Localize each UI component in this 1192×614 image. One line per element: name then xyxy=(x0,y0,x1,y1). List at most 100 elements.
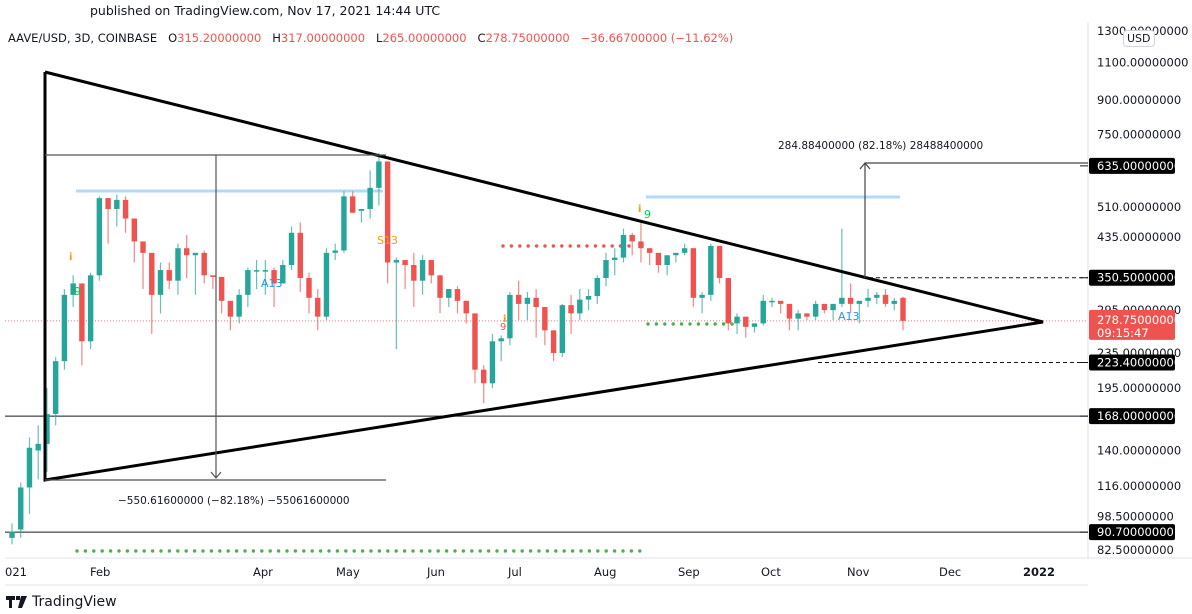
candle-body[interactable] xyxy=(690,248,697,298)
candle-body[interactable] xyxy=(280,265,286,284)
candle-body[interactable] xyxy=(821,303,828,311)
candle-body[interactable] xyxy=(507,294,513,339)
candle-body[interactable] xyxy=(681,248,688,253)
candle-body[interactable] xyxy=(393,260,400,263)
candle-body[interactable] xyxy=(760,300,766,324)
candle-body[interactable] xyxy=(463,300,469,314)
candle-body[interactable] xyxy=(419,260,426,281)
candle-body[interactable] xyxy=(288,232,295,266)
tradingview-logo[interactable]: TradingView xyxy=(6,594,117,610)
candle-body[interactable] xyxy=(612,257,618,261)
candle-body[interactable] xyxy=(341,196,347,251)
candle-body[interactable] xyxy=(428,260,435,276)
candle-body[interactable] xyxy=(384,161,391,263)
candle-body[interactable] xyxy=(751,323,758,327)
candle-body[interactable] xyxy=(149,252,155,295)
candle-body[interactable] xyxy=(594,277,600,297)
candle-body[interactable] xyxy=(96,198,103,276)
candle-body[interactable] xyxy=(620,234,627,258)
candle-body[interactable] xyxy=(839,297,845,304)
candle-body[interactable] xyxy=(769,300,775,303)
candle-body[interactable] xyxy=(61,294,68,362)
candle-body[interactable] xyxy=(629,234,635,242)
candle-body[interactable] xyxy=(245,270,251,295)
candle-body[interactable] xyxy=(218,276,225,301)
candle-body[interactable] xyxy=(349,196,356,213)
candle-body[interactable] xyxy=(603,260,609,278)
candle-body[interactable] xyxy=(812,303,819,317)
candle-body[interactable] xyxy=(323,252,330,317)
candle-body[interactable] xyxy=(577,299,583,314)
candle-body[interactable] xyxy=(638,241,644,249)
candle-body[interactable] xyxy=(201,252,207,276)
candle-body[interactable] xyxy=(804,313,810,317)
candle-body[interactable] xyxy=(183,248,190,256)
candle-body[interactable] xyxy=(367,187,373,209)
candle-body[interactable] xyxy=(882,294,889,304)
candle-body[interactable] xyxy=(131,218,138,242)
candle-body[interactable] xyxy=(480,369,487,384)
candle-body[interactable] xyxy=(559,305,566,353)
candle-body[interactable] xyxy=(454,289,461,301)
candle-body[interactable] xyxy=(315,297,321,317)
candle-body[interactable] xyxy=(9,531,15,538)
candle-body[interactable] xyxy=(856,300,863,304)
candle-body[interactable] xyxy=(865,297,871,301)
candle-body[interactable] xyxy=(18,487,24,530)
candle-body[interactable] xyxy=(79,283,85,342)
candle-body[interactable] xyxy=(402,260,408,266)
symbol-label[interactable]: AAVE/USD, 3D, COINBASE xyxy=(8,31,158,45)
candle-body[interactable] xyxy=(699,294,705,298)
candle-body[interactable] xyxy=(122,199,129,219)
candle-body[interactable] xyxy=(786,303,793,319)
candle-body[interactable] xyxy=(585,296,592,300)
triangle-pattern[interactable] xyxy=(43,70,1044,482)
candle-body[interactable] xyxy=(568,305,574,314)
candle-body[interactable] xyxy=(489,341,496,384)
candle-body[interactable] xyxy=(498,338,504,342)
candle-body[interactable] xyxy=(253,270,260,272)
candle-body[interactable] xyxy=(550,330,557,353)
candle-body[interactable] xyxy=(446,289,452,298)
candle-body[interactable] xyxy=(900,297,906,321)
candle-body[interactable] xyxy=(35,443,41,451)
candle-body[interactable] xyxy=(52,361,59,414)
candle-body[interactable] xyxy=(777,300,784,304)
candle-body[interactable] xyxy=(734,316,740,324)
candle-body[interactable] xyxy=(437,275,443,298)
candle-body[interactable] xyxy=(655,252,662,266)
candle-body[interactable] xyxy=(297,232,303,278)
candle-body[interactable] xyxy=(376,161,382,188)
candle-body[interactable] xyxy=(891,300,897,304)
candle-body[interactable] xyxy=(157,270,164,295)
candle-body[interactable] xyxy=(716,245,723,278)
currency-badge[interactable]: USD xyxy=(1123,30,1155,47)
candle-body[interactable] xyxy=(262,270,269,272)
candle-body[interactable] xyxy=(87,275,94,342)
candle-body[interactable] xyxy=(44,413,50,444)
candle-body[interactable] xyxy=(411,265,417,281)
candle-body[interactable] xyxy=(874,294,880,298)
candle-body[interactable] xyxy=(70,283,76,295)
candle-body[interactable] xyxy=(743,316,749,327)
candle-body[interactable] xyxy=(271,270,277,284)
candle-body[interactable] xyxy=(358,208,365,211)
candle-body[interactable] xyxy=(524,297,531,304)
candle-body[interactable] xyxy=(795,313,801,319)
candle-body[interactable] xyxy=(166,270,172,281)
candle-body[interactable] xyxy=(175,248,181,281)
candle-body[interactable] xyxy=(673,252,679,256)
candle-body[interactable] xyxy=(533,297,539,308)
candle-body[interactable] xyxy=(114,199,120,209)
candle-body[interactable] xyxy=(332,250,338,253)
candle-body[interactable] xyxy=(306,277,312,298)
candle-body[interactable] xyxy=(515,294,522,304)
candle-body[interactable] xyxy=(664,255,670,266)
candle-body[interactable] xyxy=(140,241,146,253)
candle-body[interactable] xyxy=(847,297,854,304)
candle-body[interactable] xyxy=(26,447,33,488)
candle-body[interactable] xyxy=(210,275,216,277)
candle-body[interactable] xyxy=(542,307,548,331)
candle-body[interactable] xyxy=(236,294,242,317)
